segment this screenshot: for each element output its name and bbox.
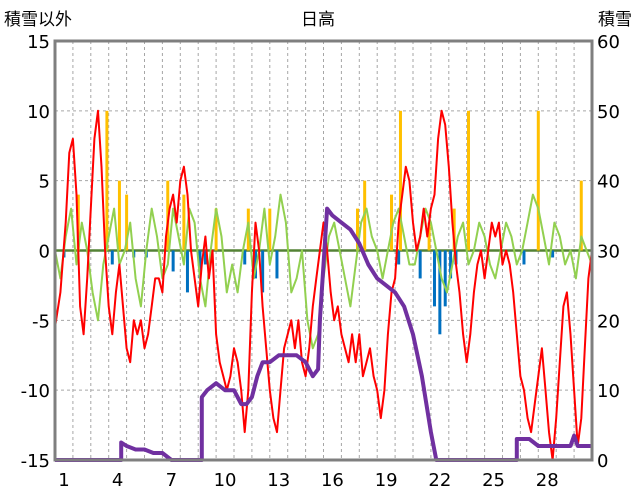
right-tick-label: 30 (597, 242, 620, 263)
left-tick-label: 10 (27, 102, 50, 123)
left-tick-label: 0 (39, 242, 50, 263)
plot-frame (53, 39, 594, 462)
orange-bar (398, 110, 402, 251)
chart-title: 日高 (301, 10, 335, 30)
right-tick-label: 40 (597, 172, 620, 193)
right-tick-label: 0 (597, 451, 608, 472)
blue-bar (171, 250, 175, 272)
orange-bar (390, 194, 394, 251)
x-tick-label: 10 (214, 470, 237, 491)
x-tick-label: 22 (428, 470, 451, 491)
left-tick-label: -5 (32, 311, 50, 332)
blue-bar (110, 250, 114, 265)
orange-bar (117, 180, 121, 251)
orange-bar (466, 110, 470, 251)
right-axis-label: 積雪 (598, 10, 632, 30)
left-tick-label: 15 (27, 32, 50, 53)
right-tick-label: 10 (597, 381, 620, 402)
orange-bar (105, 110, 109, 251)
blue-bar (275, 250, 279, 279)
blue-bar (203, 250, 207, 265)
orange-bar (268, 208, 272, 251)
purple-series-line (55, 206, 592, 462)
blue-bar (522, 250, 526, 265)
x-tick-label: 19 (375, 470, 398, 491)
right-tick-label: 50 (597, 102, 620, 123)
x-tick-label: 13 (267, 470, 290, 491)
x-tick-label: 1 (58, 470, 69, 491)
blue-bar (432, 250, 436, 307)
x-tick-label: 16 (321, 470, 344, 491)
blue-bar (261, 250, 265, 293)
blue-bar (198, 250, 202, 279)
orange-bar (536, 110, 540, 251)
blue-bar (397, 250, 401, 265)
orange-bar (182, 194, 186, 251)
orange-bar (579, 180, 583, 251)
left-tick-label: -10 (21, 381, 50, 402)
left-tick-label: 5 (39, 172, 50, 193)
blue-bar (243, 250, 247, 265)
blue-bar (449, 250, 453, 279)
orange-bar (356, 208, 360, 251)
orange-bar (427, 222, 431, 251)
x-tick-label: 4 (112, 470, 123, 491)
x-tick-label: 25 (482, 470, 505, 491)
blue-bar (443, 250, 447, 307)
x-tick-label: 7 (166, 470, 177, 491)
orange-bar (125, 194, 129, 251)
blue-bar (438, 250, 442, 335)
right-tick-label: 60 (597, 32, 620, 53)
x-tick-label: 28 (536, 470, 559, 491)
orange-bar (214, 208, 218, 251)
blue-bar (551, 250, 555, 258)
left-tick-label: -15 (21, 451, 50, 472)
right-tick-label: 20 (597, 311, 620, 332)
orange-bar (452, 208, 456, 251)
blue-bar (418, 250, 422, 279)
blue-bar (185, 250, 189, 293)
left-axis-label: 積雪以外 (4, 10, 72, 30)
